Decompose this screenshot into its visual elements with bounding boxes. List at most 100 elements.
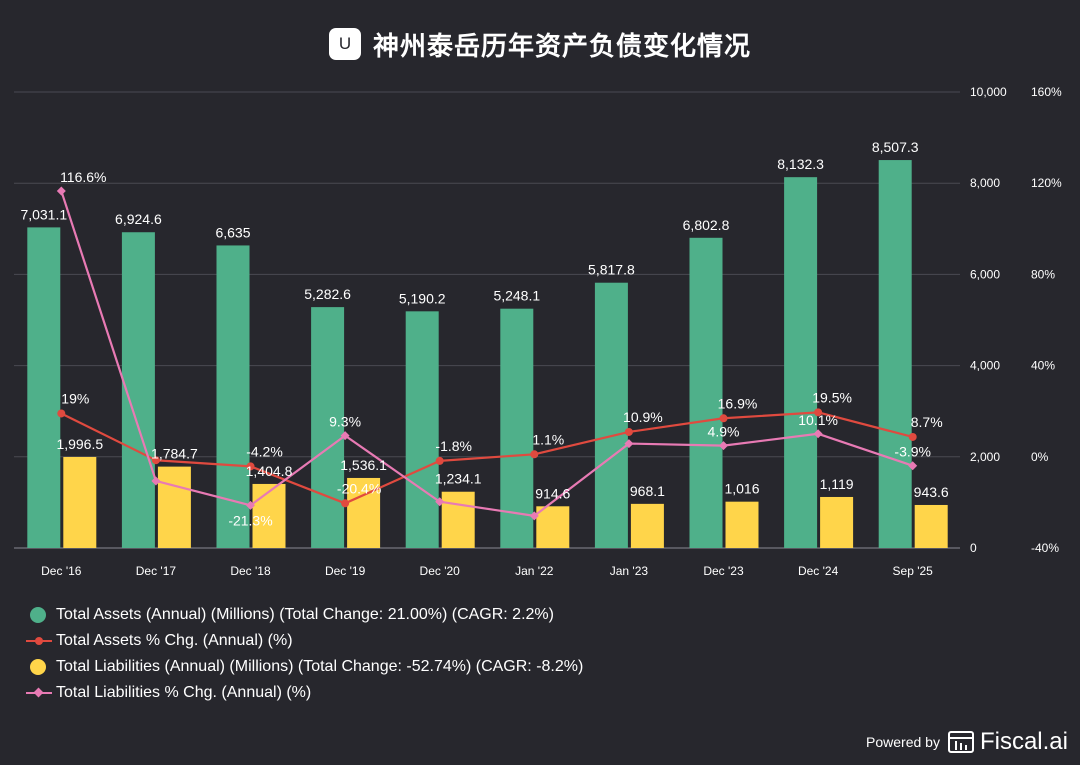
liabilities-bar: [725, 501, 759, 548]
liabilities-data-label: 1,404.8: [246, 463, 293, 479]
liabilities-chg-point: [151, 476, 161, 486]
assets-data-label: 6,924.6: [115, 211, 162, 227]
legend-label: Total Liabilities (Annual) (Millions) (T…: [56, 658, 584, 675]
powered-by-text: Powered by: [866, 734, 940, 750]
x-axis-tick-label: Jan '22: [515, 564, 554, 578]
assets-chg-data-label: -20.4%: [337, 480, 381, 496]
liabilities-chg-point: [908, 461, 918, 471]
assets-data-label: 7,031.1: [20, 206, 67, 222]
x-axis-tick-label: Dec '23: [703, 564, 744, 578]
liabilities-chg-point: [246, 500, 255, 510]
assets-bar: [594, 282, 628, 548]
liabilities-chg-point: [813, 429, 823, 439]
legend-item-total-assets-chg[interactable]: Total Assets % Chg. (Annual) (%): [26, 628, 583, 654]
liabilities-data-label: 943.6: [914, 484, 949, 500]
assets-data-label: 5,248.1: [493, 288, 540, 304]
liabilities-chg-data-label: -3.9%: [894, 444, 931, 460]
liabilities-bar: [441, 491, 475, 548]
legend-label: Total Assets % Chg. (Annual) (%): [56, 632, 293, 649]
legend-line-dot-icon: [26, 632, 52, 650]
assets-chg-point: [908, 432, 917, 441]
liabilities-bar: [630, 503, 664, 548]
liabilities-data-label: 1,784.7: [151, 446, 198, 462]
assets-data-label: 5,282.6: [304, 286, 351, 302]
liabilities-chg-point: [719, 441, 728, 451]
liabilities-data-label: 1,119: [820, 476, 854, 492]
x-axis-tick-label: Dec '18: [230, 564, 271, 578]
liabilities-bar: [914, 504, 948, 548]
liabilities-chg-point: [340, 431, 350, 441]
liabilities-data-label: 968.1: [630, 483, 665, 499]
legend-label: Total Assets (Annual) (Millions) (Total …: [56, 606, 554, 623]
assets-data-label: 5,817.8: [588, 262, 635, 278]
fiscal-logo-icon: [947, 731, 974, 753]
assets-chg-data-label: -1.8%: [435, 438, 472, 454]
chart-title-bar: U 神州泰岳历年资产负债变化情况: [0, 22, 1080, 66]
liabilities-bar: [820, 496, 854, 548]
left-axis-tick-label: 10,000: [970, 85, 1007, 99]
x-axis-tick-label: Jan '23: [610, 564, 649, 578]
assets-bar: [784, 177, 818, 548]
liabilities-chg-data-label: 10.1%: [798, 412, 838, 428]
assets-data-label: 8,507.3: [872, 139, 919, 155]
liabilities-bar: [536, 506, 570, 548]
liabilities-chg-data-label: -21.3%: [228, 512, 272, 528]
liabilities-data-label: 1,234.1: [435, 471, 482, 487]
liabilities-bar: [157, 466, 191, 548]
assets-bar: [878, 160, 912, 548]
x-axis-tick-label: Dec '16: [41, 564, 82, 578]
assets-chg-point: [719, 414, 728, 423]
assets-chg-point: [530, 450, 539, 459]
legend-item-total-liabilities-chg[interactable]: Total Liabilities % Chg. (Annual) (%): [26, 680, 583, 706]
assets-chg-point: [624, 427, 633, 436]
liabilities-bar: [252, 483, 286, 548]
assets-bar: [689, 237, 723, 549]
assets-data-label: 6,635: [215, 224, 250, 240]
company-logo: U: [328, 28, 361, 60]
legend-item-total-liabilities[interactable]: Total Liabilities (Annual) (Millions) (T…: [26, 654, 583, 680]
assets-bar: [311, 307, 345, 548]
right-axis-tick-label: 0%: [1031, 450, 1049, 464]
left-axis-tick-label: 6,000: [970, 267, 1000, 281]
x-axis-tick-label: Dec '19: [325, 564, 366, 578]
assets-chg-data-label: -4.2%: [246, 443, 283, 459]
assets-bar: [27, 227, 61, 548]
liabilities-data-label: 914.6: [535, 485, 570, 501]
assets-bar: [216, 245, 250, 548]
legend-circle-icon: [26, 658, 52, 676]
left-axis-tick-label: 0: [970, 541, 977, 555]
chart-title: 神州泰岳历年资产负债变化情况: [372, 31, 751, 62]
assets-chg-data-label: 8.7%: [911, 414, 943, 430]
liabilities-chg-point: [56, 186, 66, 196]
assets-chg-line: [60, 411, 913, 505]
liabilities-chg-line: [60, 190, 914, 517]
assets-data-label: 6,802.8: [683, 217, 730, 233]
assets-chg-point: [341, 499, 350, 508]
liabilities-chg-point: [435, 497, 445, 507]
assets-data-label: 5,190.2: [399, 290, 446, 306]
left-axis-tick-label: 2,000: [970, 450, 1000, 464]
powered-by[interactable]: Powered by Fiscal.ai: [866, 727, 1068, 757]
liabilities-chg-point: [624, 439, 634, 449]
liabilities-data-label: 1,996.5: [56, 436, 103, 452]
liabilities-chg-data-label: 4.9%: [708, 424, 740, 440]
right-axis-tick-label: 160%: [1031, 85, 1062, 99]
liabilities-chg-data-label: 116.6%: [60, 169, 106, 185]
assets-bar: [405, 311, 439, 548]
liabilities-data-label: 1,536.1: [340, 457, 387, 473]
assets-chg-point: [246, 462, 255, 471]
legend-line-diamond-icon: [26, 684, 52, 702]
assets-chg-data-label: 1.1%: [532, 431, 564, 447]
chart-legend: Total Assets (Annual) (Millions) (Total …: [26, 602, 583, 706]
assets-chg-data-label: 19.5%: [812, 389, 852, 405]
assets-chg-point: [57, 409, 66, 418]
right-axis-tick-label: 80%: [1031, 267, 1055, 281]
assets-chg-point: [151, 456, 160, 465]
legend-item-total-assets[interactable]: Total Assets (Annual) (Millions) (Total …: [26, 602, 583, 628]
right-axis-tick-label: 40%: [1031, 359, 1055, 373]
x-axis-tick-label: Dec '24: [798, 564, 839, 578]
assets-chg-point: [435, 456, 444, 465]
assets-chg-data-label: 19%: [61, 390, 89, 406]
liabilities-data-label: 1,016: [724, 481, 759, 497]
x-axis-tick-label: Dec '17: [136, 564, 177, 578]
